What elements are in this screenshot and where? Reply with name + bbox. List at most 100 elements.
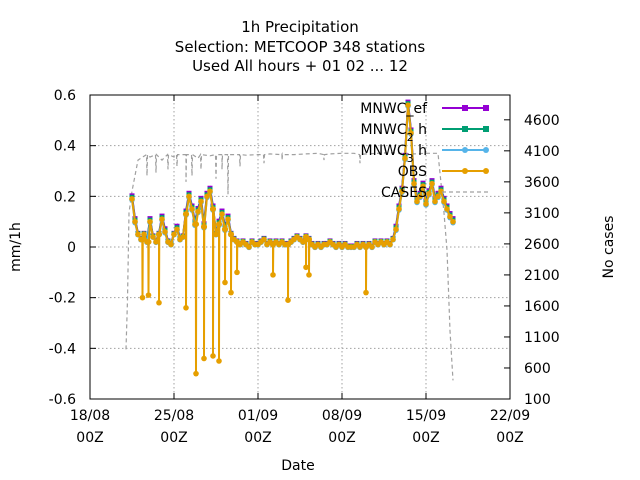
y2-tick-label: 4600 xyxy=(524,113,560,129)
data-point-obs xyxy=(363,289,369,296)
legend-label-mnwc-2h: MNWC2 h xyxy=(361,122,428,144)
y-axis-label: mm/1h xyxy=(8,222,24,272)
data-point-obs xyxy=(174,226,180,233)
legend-marker-obs xyxy=(483,168,489,174)
y2-tick-label: 2600 xyxy=(524,237,560,253)
x-tick-label-hour: 00Z xyxy=(76,430,103,446)
data-point-obs xyxy=(429,180,435,187)
data-point-obs xyxy=(270,272,276,278)
data-point-obs xyxy=(156,299,162,306)
x-tick-label-hour: 00Z xyxy=(160,430,187,446)
data-point-obs xyxy=(228,289,234,296)
axis-ticks: -0.6 -0.4 -0.2 0 0.2 0.4 0.6 100 600 1100 1600 2100… xyxy=(49,88,560,446)
data-point-obs xyxy=(399,188,405,195)
data-point-obs xyxy=(261,236,267,243)
x-axis-label: Date xyxy=(281,458,314,474)
data-point-obs xyxy=(210,206,217,212)
data-point-obs xyxy=(183,211,190,217)
data-point-obs xyxy=(444,206,450,212)
legend-marker-mnwc-ef xyxy=(483,105,489,111)
data-point-obs xyxy=(145,239,152,245)
x-tick-label: 22/09 xyxy=(490,408,530,424)
data-point-obs xyxy=(145,292,152,298)
data-point-obs xyxy=(195,208,201,215)
data-point-obs xyxy=(210,353,216,359)
y2-tick-label: 100 xyxy=(524,392,551,408)
y2-axis-label: No cases xyxy=(601,216,617,279)
data-point-obs xyxy=(408,130,414,136)
data-point-obs xyxy=(132,218,138,225)
legend-marker-mnwc-2h xyxy=(462,126,468,132)
title-line-3: Used All hours + 01 02 ... 12 xyxy=(192,57,408,75)
data-point-obs xyxy=(139,236,146,243)
legend-label-mnwc-ef: MNWC_ef xyxy=(360,101,428,117)
data-point-obs xyxy=(193,221,200,227)
y2-tick-label: 1100 xyxy=(524,330,560,346)
data-point-obs xyxy=(306,236,313,243)
data-point-obs xyxy=(171,231,177,238)
data-point-obs xyxy=(159,216,165,222)
data-point-obs xyxy=(204,193,210,200)
x-tick-label-hour: 00Z xyxy=(496,430,523,446)
y-tick-label: -0.6 xyxy=(49,392,76,408)
data-point-obs xyxy=(139,294,146,301)
data-point-obs xyxy=(246,244,252,250)
data-point-obs xyxy=(369,244,375,250)
chart-title: 1h Precipitation Selection: METCOOP 348 … xyxy=(175,18,426,75)
data-point-obs xyxy=(141,231,147,238)
x-tick-label: 01/09 xyxy=(238,408,278,424)
data-point-obs xyxy=(225,216,231,222)
data-point-obs xyxy=(426,191,432,197)
series-lines xyxy=(129,99,456,377)
data-point-obs xyxy=(447,213,453,220)
x-tick-label: 25/08 xyxy=(154,408,194,424)
legend-label-cases: CASES xyxy=(381,185,427,201)
data-point-obs xyxy=(153,239,159,245)
data-point-obs xyxy=(193,370,199,377)
data-point-obs xyxy=(411,180,417,187)
y2-tick-label: 4100 xyxy=(524,144,560,160)
data-point-obs xyxy=(306,272,312,278)
data-point-obs xyxy=(216,358,222,364)
legend-marker-mnwc-ef xyxy=(462,105,468,111)
data-point-obs xyxy=(432,198,438,205)
series-line-cases xyxy=(125,152,454,381)
y-tick-label: 0 xyxy=(67,240,76,256)
series-cases xyxy=(125,152,454,381)
legend-marker-mnwc-3h xyxy=(462,147,468,153)
data-point-obs xyxy=(420,183,426,189)
data-point-obs xyxy=(390,236,396,243)
x-tick-label: 08/09 xyxy=(322,408,362,424)
data-point-obs xyxy=(234,269,240,276)
data-point-obs xyxy=(168,241,174,248)
data-point-obs xyxy=(216,221,223,227)
data-point-obs xyxy=(201,223,208,230)
data-point-obs xyxy=(387,241,393,248)
data-point-obs xyxy=(435,193,441,200)
data-point-obs xyxy=(396,206,402,212)
data-point-obs xyxy=(156,231,163,238)
y2-tick-label: 1600 xyxy=(524,299,560,315)
data-point-obs xyxy=(186,193,192,200)
legend-label-obs: OBS xyxy=(398,164,427,180)
x-tick-label: 15/09 xyxy=(406,408,446,424)
title-line-1: 1h Precipitation xyxy=(241,18,359,36)
data-point-obs xyxy=(207,188,213,195)
data-point-obs xyxy=(222,226,229,233)
data-point-obs xyxy=(414,198,420,205)
x-tick-label-hour: 00Z xyxy=(244,430,271,446)
data-point-obs xyxy=(222,279,228,286)
y-tick-label: 0.4 xyxy=(54,139,76,155)
data-point-obs xyxy=(180,234,186,240)
data-point-obs xyxy=(300,239,306,245)
data-point-obs xyxy=(438,188,444,195)
data-point-obs xyxy=(405,102,411,108)
data-point-obs xyxy=(303,264,309,271)
data-point-obs xyxy=(189,206,195,212)
y-tick-label: 0.2 xyxy=(54,189,76,205)
legend-marker-mnwc-2h xyxy=(483,126,489,132)
data-point-obs xyxy=(162,229,168,235)
data-point-obs xyxy=(423,201,429,207)
